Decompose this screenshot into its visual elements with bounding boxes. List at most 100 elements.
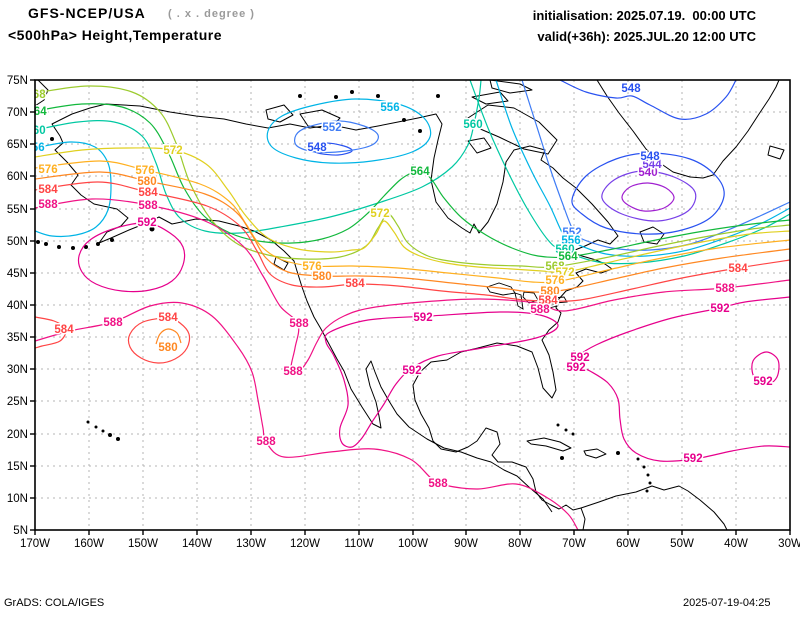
- island-dot: [436, 94, 440, 98]
- contour-560: [469, 80, 790, 265]
- contour-label-584: 584: [728, 263, 748, 275]
- contour-label-592: 592: [753, 376, 772, 388]
- contour-540: [621, 182, 675, 212]
- contour-label-588: 588: [138, 200, 158, 212]
- island-dot: [636, 457, 640, 461]
- contour-label-580: 580: [540, 286, 559, 298]
- contour-label-584: 584: [538, 295, 558, 307]
- grid-degree-note: ( . x . degree ): [168, 8, 255, 20]
- contour-568: [35, 85, 790, 269]
- contour-580: [155, 328, 182, 345]
- contour-label-592: 592: [402, 365, 421, 377]
- island-dot: [642, 465, 646, 469]
- contour-580: [35, 171, 790, 293]
- island-dot: [96, 242, 100, 246]
- contour-label-588: 588: [428, 478, 448, 490]
- x-axis-label: 160W: [74, 538, 104, 550]
- x-axis-label: 140W: [182, 538, 212, 550]
- island-dot: [648, 481, 652, 485]
- x-axis-label: 70W: [562, 538, 586, 550]
- y-axis-label: 10N: [7, 493, 28, 505]
- contour-592: [572, 296, 790, 462]
- contour-label-580: 580: [312, 271, 331, 283]
- contour-label-556: 556: [561, 235, 580, 247]
- island-dot: [560, 456, 564, 460]
- contour-label-576: 576: [302, 261, 321, 273]
- contour-label-588: 588: [38, 199, 58, 211]
- contour-label-592: 592: [570, 352, 589, 364]
- contour-548: [309, 142, 353, 156]
- y-axis-label: 65N: [7, 139, 28, 151]
- y-axis-label: 70N: [7, 107, 28, 119]
- contour-556: [35, 141, 112, 237]
- island-dot: [571, 432, 575, 436]
- initialisation-time: initialisation: 2025.07.19. 00:00 UTC: [532, 8, 756, 23]
- y-axis-label: 15N: [7, 461, 28, 473]
- island-dot: [564, 428, 568, 432]
- contour-label-540: 540: [638, 167, 657, 179]
- contour-label-552: 552: [322, 122, 341, 134]
- contour-label-592: 592: [710, 303, 729, 315]
- contour-label-552: 552: [562, 227, 581, 239]
- contour-label-588: 588: [256, 436, 276, 448]
- island-dot: [350, 90, 354, 94]
- contour-label-584: 584: [138, 187, 158, 199]
- contour-label-548: 548: [621, 83, 641, 95]
- creation-timestamp: 2025-07-19-04:25: [683, 597, 771, 609]
- x-axis-label: 40W: [724, 538, 748, 550]
- x-axis-label: 80W: [508, 538, 532, 550]
- y-axis-label: 60N: [7, 171, 28, 183]
- island-dot: [86, 420, 90, 424]
- x-axis-label: 170W: [20, 538, 50, 550]
- x-axis-label: 110W: [344, 538, 373, 550]
- contour-label-560: 560: [463, 119, 482, 131]
- island-dot: [110, 238, 114, 242]
- contour-label-588: 588: [715, 283, 735, 295]
- contour-548: [559, 80, 737, 120]
- contour-label-556: 556: [25, 142, 44, 154]
- island-dot: [71, 246, 75, 250]
- y-axis-label: 25N: [7, 396, 28, 408]
- island-dot: [101, 429, 105, 433]
- island-dot: [376, 94, 380, 98]
- contour-label-544: 544: [642, 159, 662, 171]
- contour-label-588: 588: [283, 366, 303, 378]
- x-axis-label: 50W: [670, 538, 694, 550]
- contour-label-584: 584: [38, 184, 58, 196]
- y-axis-label: 75N: [7, 75, 28, 87]
- contour-592: [77, 222, 186, 293]
- contour-544: [601, 170, 697, 222]
- contour-588: [35, 198, 790, 375]
- contour-552: [293, 120, 379, 153]
- contour-label-592: 592: [413, 312, 432, 324]
- contour-label-592: 592: [137, 217, 156, 229]
- contour-label-572: 572: [555, 267, 574, 279]
- contour-label-548: 548: [640, 151, 660, 163]
- contour-584: [35, 181, 790, 302]
- contour-label-568: 568: [26, 89, 46, 101]
- axes: 75N 70N 65N 60N 55N 50N 45N 40N 35N 30N 25N 20N 15N 1…: [7, 75, 800, 550]
- island-dot: [94, 425, 98, 429]
- contour-label-584: 584: [158, 312, 178, 324]
- contour-label-564: 564: [558, 251, 578, 263]
- x-axis-label: 150W: [128, 538, 158, 550]
- contour-label-576: 576: [38, 164, 57, 176]
- contour-592: [751, 351, 780, 386]
- y-axis-label: 50N: [7, 236, 28, 248]
- contour-label-560: 560: [26, 125, 45, 137]
- contour-label-588: 588: [289, 318, 309, 330]
- contour-label-568: 568: [545, 261, 565, 273]
- run-info: initialisation: 2025.07.19. 00:00 UTC va…: [533, 5, 756, 47]
- y-axis-label: 40N: [7, 300, 28, 312]
- grads-credit: GrADS: COLA/IGES: [4, 597, 105, 609]
- island-dot: [646, 473, 650, 477]
- island-dot: [84, 245, 88, 249]
- island-dot: [149, 226, 155, 232]
- valid-time: valid(+36h): 2025.JUL.20 12:00 UTC: [537, 29, 756, 44]
- contour-560: [35, 80, 482, 234]
- contour-584: [35, 316, 67, 349]
- contour-label-592: 592: [683, 453, 702, 465]
